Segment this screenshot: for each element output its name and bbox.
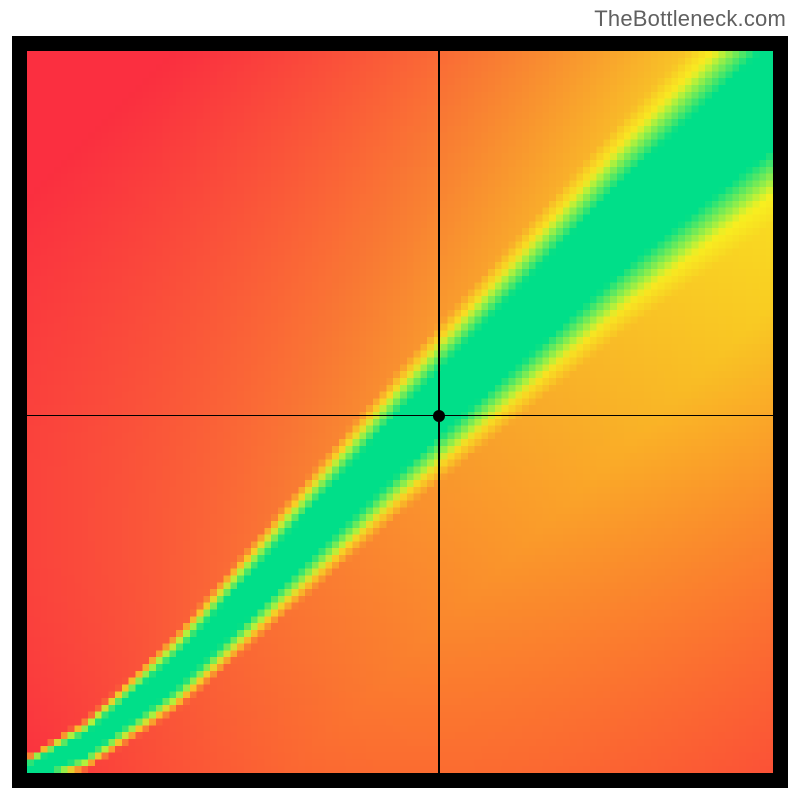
crosshair-horizontal: [27, 415, 773, 417]
heatmap-canvas: [27, 51, 773, 773]
bottleneck-heatmap: [27, 51, 773, 773]
selection-marker: [433, 410, 445, 422]
chart-frame: [12, 36, 788, 788]
watermark-text: TheBottleneck.com: [594, 6, 786, 32]
